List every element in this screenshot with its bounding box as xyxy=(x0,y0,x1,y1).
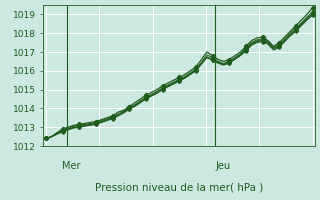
Text: Jeu: Jeu xyxy=(216,161,231,171)
Text: Pression niveau de la mer( hPa ): Pression niveau de la mer( hPa ) xyxy=(95,182,263,192)
Text: Mer: Mer xyxy=(62,161,81,171)
